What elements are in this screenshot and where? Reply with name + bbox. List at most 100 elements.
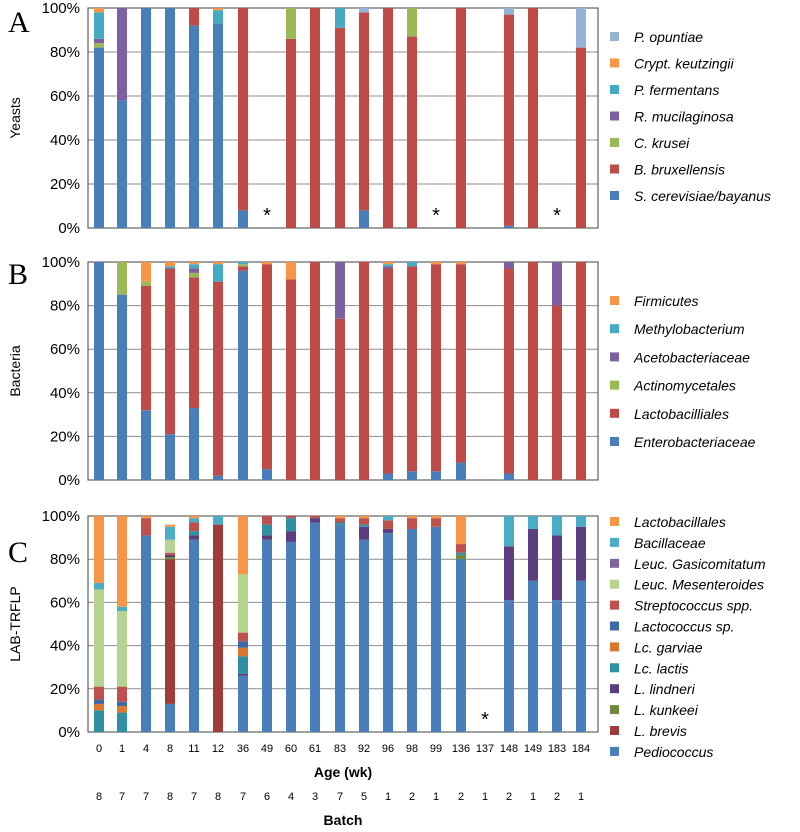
bar-segment-methylobacterium xyxy=(165,266,175,269)
legend-swatch-methylobacterium xyxy=(610,324,619,334)
legend-label-methylobacterium: Methylobacterium xyxy=(634,321,745,337)
y-tick-label: 20% xyxy=(50,176,80,193)
bar-segment-enterobacteriaceae xyxy=(262,469,272,480)
bar-segment-s-cerevisiae-bayanus xyxy=(165,8,175,228)
bar-segment-pediococcus xyxy=(431,526,441,732)
legend-label-firmicutes: Firmicutes xyxy=(634,293,699,309)
bar-segment-streptococcus-spp xyxy=(165,552,175,555)
panel-c: C LAB-TRFLP 0% 20% 40% 60% 80% 100% * Lactobacill… xyxy=(7,508,766,760)
panel-a: A Yeasts 0% 20% 40% 60% 80% 100% * * * P. opuntiae C… xyxy=(7,0,771,237)
bar-segment-lactobacilliales xyxy=(504,268,514,474)
bar-segment-pediococcus xyxy=(407,528,417,732)
legend-label-leuc-gasicomitatum: Leuc. Gasicomitatum xyxy=(634,556,766,572)
legend-swatch-lactobacilliales xyxy=(610,408,619,418)
bar-segment-l-lindneri xyxy=(262,535,272,540)
bar-segment-firmicutes xyxy=(213,262,223,265)
legend-label-l-lindneri: L. lindneri xyxy=(634,681,696,697)
bar-segment-p-fermentans xyxy=(335,8,345,28)
legend-label-bacillaceae: Bacillaceae xyxy=(634,535,706,551)
bar-segment-enterobacteriaceae xyxy=(189,408,199,480)
y-tick-label: 20% xyxy=(50,681,80,698)
legend-swatch-leuc-gasicomitatum xyxy=(610,558,619,568)
x-axis-title-age: Age (wk) xyxy=(314,764,372,780)
bar-segment-lactobacillales xyxy=(117,516,127,607)
legend-label-b-bruxellensis: B. bruxellensis xyxy=(634,162,725,178)
bar-segment-lactobacilliales xyxy=(359,262,369,480)
y-tick-label: 40% xyxy=(50,385,80,402)
bar-segment-b-bruxellensis xyxy=(238,8,248,211)
bar-segment-lactobacillales xyxy=(189,516,199,519)
legend-swatch-b-bruxellensis xyxy=(610,164,619,174)
age-tick-label: 4 xyxy=(143,743,149,755)
age-tick-label: 61 xyxy=(309,743,321,755)
bar-segment-lc-lactis xyxy=(456,552,466,555)
legend-label-enterobacteriaceae: Enterobacteriaceae xyxy=(634,434,756,450)
legend-swatch-lactobacillales xyxy=(610,517,619,526)
bar-segment-streptococcus-spp xyxy=(431,518,441,527)
bar-segment-pediococcus xyxy=(165,703,175,732)
bar-segment-pediococcus xyxy=(262,539,272,732)
bar-segment-enterobacteriaceae xyxy=(141,410,151,480)
legend-swatch-streptococcus-spp xyxy=(610,600,619,610)
bar-segment-bacillaceae xyxy=(94,582,104,590)
age-tick-label: 83 xyxy=(334,743,346,755)
legend-swatch-lactococcus-sp xyxy=(610,621,619,631)
bar-segment-lactobacillales xyxy=(238,516,248,575)
bar-segment-bacillaceae xyxy=(576,516,586,527)
age-tick-label: 49 xyxy=(261,743,273,755)
bar-segment-l-brevis xyxy=(165,559,175,704)
legend-label-lactobacilliales: Lactobacilliales xyxy=(634,406,729,422)
age-tick-label: 12 xyxy=(212,743,224,755)
age-tick-label: 11 xyxy=(188,743,199,755)
legend-label-crypt-keutzingii: Crypt. keutzingii xyxy=(634,56,734,72)
bar-segment-streptococcus-spp xyxy=(456,544,466,553)
legend-swatch-lc-garviae xyxy=(610,642,619,652)
bar-segment-s-cerevisiae-bayanus xyxy=(94,47,104,228)
bar-segment-p-opuntiae xyxy=(576,8,586,48)
bar-segment-l-lindneri xyxy=(165,554,175,558)
bar-segment-b-bruxellensis xyxy=(504,14,514,226)
missing-sample-marker: * xyxy=(263,205,271,227)
batch-tick-label: 8 xyxy=(167,791,173,803)
bar-segment-lactobacillales xyxy=(141,516,151,519)
bar-segment-lc-garviae xyxy=(117,706,127,713)
bar-segment-enterobacteriaceae xyxy=(504,473,514,480)
batch-tick-label: 7 xyxy=(337,791,343,803)
bar-segment-methylobacterium xyxy=(383,264,393,267)
y-tick-label: 80% xyxy=(50,551,80,568)
bar-segment-b-bruxellensis xyxy=(407,36,417,228)
age-tick-label: 184 xyxy=(572,743,590,755)
y-axis-label: Yeasts xyxy=(7,97,23,139)
legend-swatch-p-fermentans xyxy=(610,85,619,94)
age-tick-label: 137 xyxy=(476,743,494,755)
bar-segment-methylobacterium xyxy=(213,264,223,282)
age-tick-label: 36 xyxy=(237,743,249,755)
bar-segment-firmicutes xyxy=(141,262,151,282)
bar-segment-c-krusei xyxy=(94,43,104,48)
bar-segment-firmicutes xyxy=(189,262,199,265)
bar-segment-streptococcus-spp xyxy=(141,518,151,536)
legend-label-streptococcus-spp: Streptococcus spp. xyxy=(634,598,753,614)
bar-segment-b-bruxellensis xyxy=(189,8,199,26)
bar-segment-bacillaceae xyxy=(504,516,514,547)
bar-segment-l-lindneri xyxy=(359,526,369,540)
bar-segment-lc-lactis xyxy=(94,710,104,732)
bar-segment-lactobacillales xyxy=(94,516,104,583)
legend-swatch-lc-lactis xyxy=(610,663,619,673)
batch-tick-label: 7 xyxy=(240,791,246,803)
y-tick-label: 60% xyxy=(50,341,80,358)
bar-segment-lactobacilliales xyxy=(528,262,538,480)
bar-segment-pediococcus xyxy=(456,559,466,732)
bar-segment-p-fermentans xyxy=(213,10,223,24)
y-tick-label: 100% xyxy=(42,254,80,271)
bar-segment-streptococcus-spp xyxy=(94,686,104,700)
bar-segment-l-kunkeei xyxy=(165,557,175,560)
bar-segment-l-lindneri xyxy=(576,526,586,581)
batch-tick-label: 8 xyxy=(215,791,221,803)
bar-segment-lactobacilliales xyxy=(165,268,175,435)
legend-label-c-krusei: C. krusei xyxy=(634,135,690,151)
age-tick-label: 96 xyxy=(382,743,394,755)
legend-label-s-cerevisiae-bayanus: S. cerevisiae/bayanus xyxy=(634,188,771,204)
legend-label-pediococcus: Pediococcus xyxy=(634,744,713,760)
bar-segment-firmicutes xyxy=(165,262,175,267)
